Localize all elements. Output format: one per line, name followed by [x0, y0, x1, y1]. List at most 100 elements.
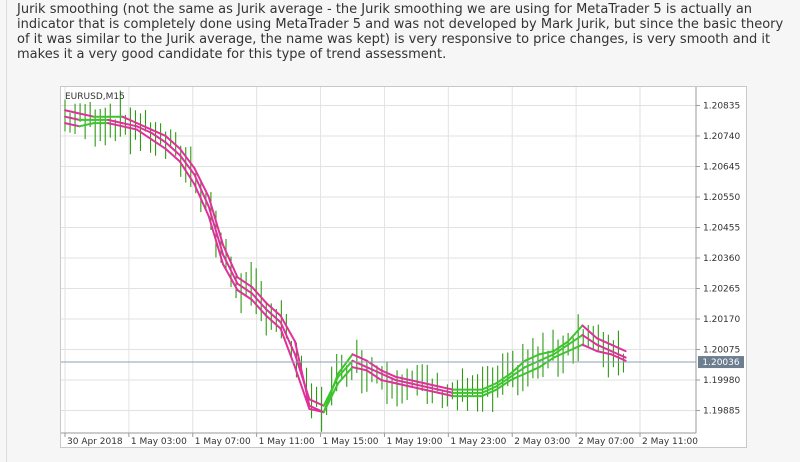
price-tick-label: 1.20550 [703, 193, 740, 203]
jurik-band-segment [365, 366, 383, 375]
current-price-box [698, 356, 744, 369]
jurik-band-segment [250, 285, 268, 304]
jurik-band-segment [595, 343, 613, 353]
price-tick-label: 1.20740 [703, 132, 740, 142]
jurik-band-segment [552, 350, 570, 359]
jurik-band-segment [279, 327, 296, 369]
jurik-band-segment [207, 215, 225, 266]
chart-screenshot: 1.20835 1.20740 1.20645 1.20550 1.20455 1.203… [60, 86, 747, 448]
jurik-band-segment [150, 131, 167, 144]
time-tick-label: 1 May 07:00 [195, 437, 251, 447]
time-tick-label: 2 May 03:00 [514, 437, 570, 447]
price-tick-label: 1.20170 [703, 315, 740, 325]
jurik-band-segment [509, 366, 526, 378]
jurik-band-segment [423, 388, 440, 394]
jurik-band-segment [64, 109, 81, 115]
jurik-band-segment [380, 372, 397, 382]
jurik-band-segment [236, 289, 253, 301]
jurik-band-segment [480, 382, 498, 391]
jurik-band-segment [380, 369, 397, 378]
jurik-band-segment [279, 314, 296, 343]
price-tick-label: 1.20835 [703, 101, 740, 111]
jurik-band-segment [437, 388, 455, 394]
jurik-band-segment [423, 382, 440, 388]
jurik-band-segment [567, 343, 584, 353]
jurik-band-segment [107, 118, 124, 125]
post-paragraph: Jurik smoothing (not the same as Jurik a… [17, 2, 784, 62]
jurik-band-segment [207, 195, 225, 247]
jurik-band-segment [423, 385, 440, 391]
current-price-label: 1.20036 [702, 358, 739, 368]
time-tick-label: 1 May 03:00 [131, 437, 187, 447]
jurik-band-segment [308, 407, 325, 414]
jurik-band-segment [179, 154, 196, 176]
jurik-band-segment [552, 340, 570, 353]
jurik-band-segment [365, 369, 383, 382]
jurik-band-segment [193, 167, 210, 198]
jurik-band-segment [538, 353, 555, 362]
jurik-band-segment [409, 382, 426, 388]
jurik-band-segment [121, 125, 138, 131]
jurik-band-segment [409, 385, 426, 391]
jurik-band-segment [581, 343, 598, 353]
jurik-band-segment [150, 138, 167, 150]
post-left-border [6, 0, 7, 462]
jurik-band-segment [509, 359, 526, 375]
price-tick-label: 1.20360 [703, 254, 740, 264]
jurik-band-segment [308, 398, 325, 407]
jurik-band-segment [222, 253, 239, 285]
jurik-band-segment [394, 382, 411, 388]
jurik-band-segment [538, 350, 555, 356]
jurik-band-segment [64, 115, 81, 121]
jurik-band-segment [193, 183, 210, 218]
jurik-bands [64, 109, 627, 414]
jurik-band-segment [250, 298, 268, 317]
jurik-band-segment [121, 115, 138, 125]
jurik-band-segment [351, 353, 368, 362]
jurik-band-segment [610, 350, 627, 359]
jurik-band-segment [164, 147, 181, 163]
jurik-band-segment [552, 343, 570, 356]
jurik-band-segment [337, 359, 354, 378]
jurik-band-segment [135, 128, 153, 141]
jurik-band-segment [107, 122, 124, 128]
jurik-band-segment [236, 282, 253, 295]
jurik-band-segment [265, 308, 282, 324]
jurik-band-segment [78, 112, 95, 118]
jurik-band-segment [480, 388, 498, 398]
jurik-band-segment [437, 385, 455, 391]
jurik-band-segment [135, 122, 153, 131]
time-tick-label: 30 Apr 2018 [67, 437, 123, 447]
time-tick-label: 1 May 19:00 [386, 437, 442, 447]
jurik-band-segment [236, 276, 253, 288]
price-tick-label: 1.19885 [703, 407, 740, 417]
jurik-band-segment [567, 334, 584, 346]
jurik-band-segment [351, 366, 368, 372]
jurik-band-segment [150, 128, 167, 137]
jurik-band-segment [279, 321, 296, 356]
price-axis-ticks: 1.20835 1.20740 1.20645 1.20550 1.20455 1.203… [696, 101, 740, 417]
price-tick-label: 1.19980 [703, 376, 740, 386]
jurik-band-segment [337, 366, 354, 385]
price-tick-label: 1.20645 [703, 162, 740, 172]
jurik-band-segment [121, 122, 138, 128]
jurik-band-segment [164, 134, 181, 150]
jurik-band-segment [337, 353, 354, 375]
jurik-band-segment [567, 324, 584, 343]
jurik-band-segment [250, 292, 268, 311]
jurik-band-segment [495, 372, 512, 385]
jurik-band-segment [322, 375, 340, 407]
jurik-band-segment [64, 122, 81, 128]
jurik-band-segment [509, 372, 526, 382]
jurik-band-segment [322, 382, 340, 414]
jurik-band-segment [164, 141, 181, 157]
jurik-band-segment [524, 353, 541, 362]
price-tick-label: 1.20455 [703, 223, 740, 233]
jurik-band-segment [495, 375, 512, 388]
jurik-band-segment [394, 379, 411, 385]
jurik-band-segment [610, 343, 627, 353]
jurik-band-segment [207, 205, 225, 256]
time-axis-ticks: 30 Apr 2018 1 May 03:00 1 May 07:00 1 May 1… [64, 433, 698, 447]
jurik-band-segment [394, 375, 411, 382]
